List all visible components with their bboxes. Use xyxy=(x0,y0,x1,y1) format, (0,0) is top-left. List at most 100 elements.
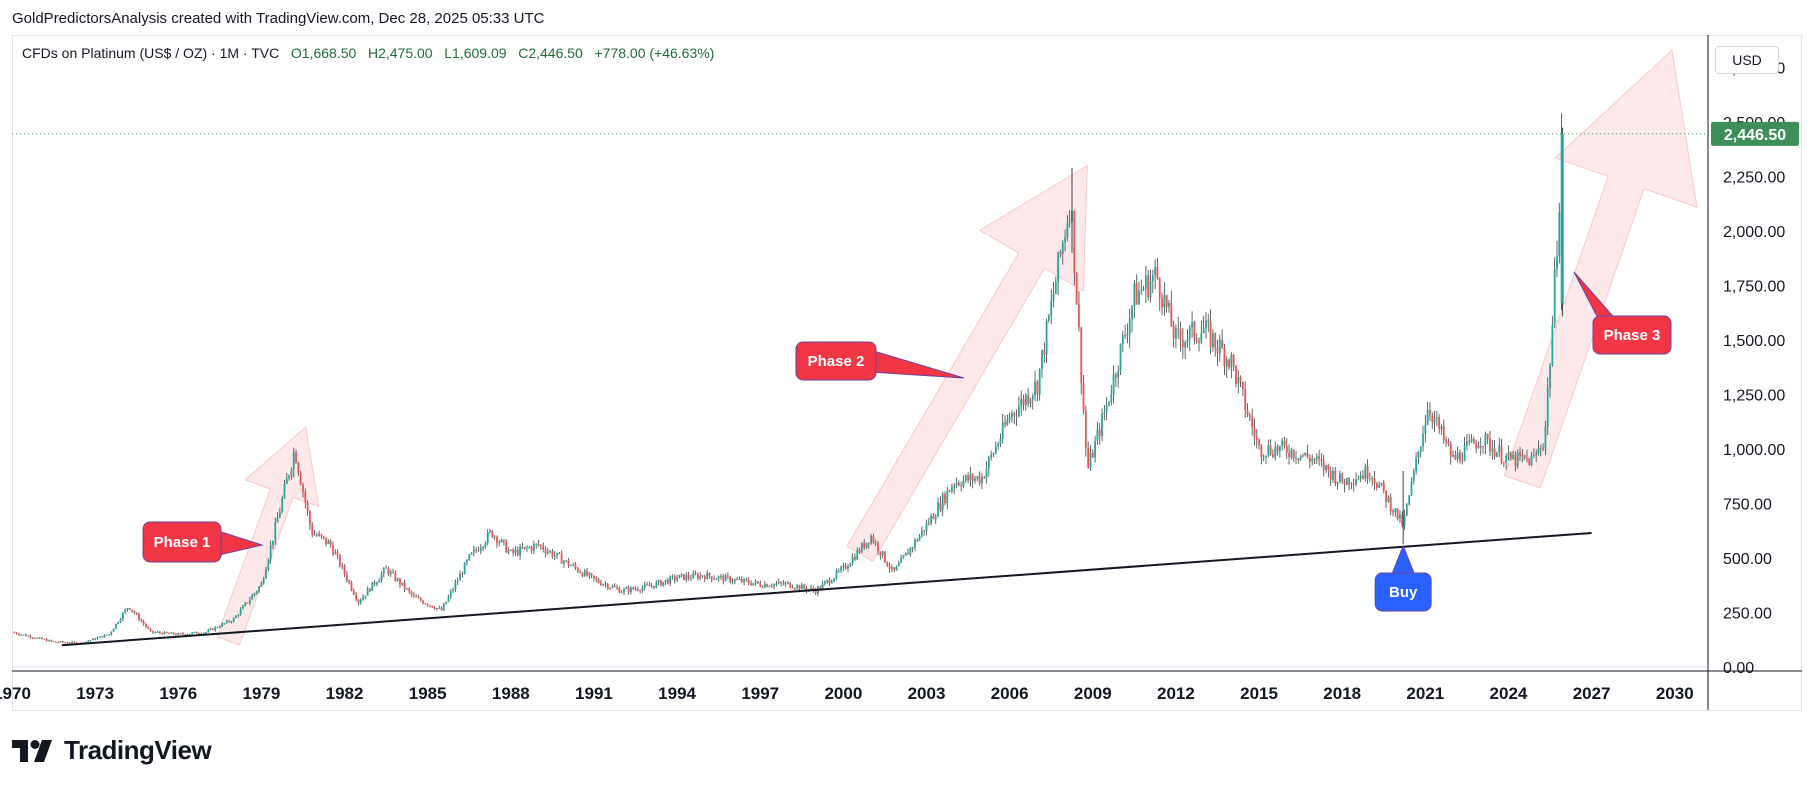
candle-body xyxy=(140,619,143,622)
y-tick-label: 0.00 xyxy=(1723,660,1754,677)
candle-body xyxy=(823,581,826,584)
x-tick-label: 1997 xyxy=(741,684,779,703)
candle-body xyxy=(1318,456,1321,460)
candle-body xyxy=(1202,328,1205,334)
candle-body xyxy=(403,582,406,589)
candle-body xyxy=(509,549,512,551)
candle-body xyxy=(539,544,542,546)
candle-body xyxy=(669,576,672,584)
candle-body xyxy=(563,561,565,564)
candle-body xyxy=(486,532,489,543)
candle-body xyxy=(944,494,946,504)
candle-body xyxy=(272,540,274,546)
candle-body xyxy=(599,582,602,586)
candle-body xyxy=(1272,454,1274,458)
candle-body xyxy=(309,511,311,526)
candle-body xyxy=(1359,475,1362,479)
candle-body xyxy=(378,580,381,583)
candle-body xyxy=(260,583,263,587)
candle-body xyxy=(1131,306,1133,320)
candle-body xyxy=(151,630,154,633)
candle-body xyxy=(777,582,780,584)
candle-body xyxy=(161,633,164,635)
candle-body xyxy=(459,573,461,581)
candle-body xyxy=(890,567,893,569)
candle-body xyxy=(165,631,168,633)
candle-body xyxy=(1163,294,1166,308)
candle-body xyxy=(1484,433,1487,447)
candle-body xyxy=(579,571,582,573)
candle-body xyxy=(198,633,200,635)
phase-3-callout-text: Phase 3 xyxy=(1604,327,1661,344)
candle-body xyxy=(1017,406,1020,417)
candle-body xyxy=(1059,252,1062,254)
currency-selector[interactable]: USD xyxy=(1715,46,1779,74)
candle-body xyxy=(1389,497,1392,512)
candle-body xyxy=(251,595,254,600)
candle-body xyxy=(1283,440,1286,446)
phase-2-callout[interactable]: Phase 2 xyxy=(795,341,965,381)
candle-body xyxy=(472,549,475,553)
candle-body xyxy=(1045,320,1048,355)
candle-body xyxy=(1505,456,1508,463)
candle-body xyxy=(1089,452,1092,468)
candle-body xyxy=(660,580,662,586)
candle-body xyxy=(419,597,422,601)
candle-body xyxy=(267,559,270,570)
candle-body xyxy=(900,558,903,564)
candle-body xyxy=(103,634,106,638)
candle-body xyxy=(50,640,53,642)
candle-body xyxy=(1422,434,1424,447)
candle-body xyxy=(380,573,383,581)
buy-callout[interactable]: Buy xyxy=(1374,544,1432,612)
candle-body xyxy=(1281,440,1284,447)
candle-body xyxy=(1149,281,1152,298)
phase-arrows xyxy=(216,49,1698,646)
phase-3-callout[interactable]: Phase 3 xyxy=(1573,271,1672,355)
candle-body xyxy=(248,599,251,603)
candle-body xyxy=(348,580,351,583)
phase-1-callout[interactable]: Phase 1 xyxy=(142,521,264,563)
candle-body xyxy=(1371,478,1374,480)
candle-body xyxy=(630,587,632,593)
candle-body xyxy=(48,640,50,642)
candle-body xyxy=(1315,456,1318,460)
candle-body xyxy=(87,640,90,642)
candle-body xyxy=(232,618,235,622)
candle-body xyxy=(352,590,355,595)
chart-axes: 0.00 250.00 500.00 750.00 1,000.00 1,250.00 1,… xyxy=(0,35,1802,710)
candle-body xyxy=(821,583,824,589)
candle-body xyxy=(479,548,482,552)
candle-body xyxy=(565,560,568,562)
candle-body xyxy=(468,554,471,561)
candle-body xyxy=(526,546,528,548)
candle-body xyxy=(581,572,584,577)
candle-body xyxy=(357,599,360,603)
candle-body xyxy=(981,477,983,484)
candle-body xyxy=(798,585,801,590)
candle-body xyxy=(1530,455,1533,466)
candle-body xyxy=(1258,439,1260,446)
legend-low: L1,609.09 xyxy=(444,45,507,61)
candle-body xyxy=(325,537,327,545)
candle-body xyxy=(1387,497,1390,502)
candle-body xyxy=(796,585,799,589)
candle-body xyxy=(295,452,297,463)
candle-body xyxy=(1556,255,1558,269)
candle-body xyxy=(616,587,618,589)
candle-body xyxy=(1475,443,1478,449)
candle-body xyxy=(119,619,122,623)
last-price-badge xyxy=(1711,121,1799,146)
tradingview-logo[interactable]: TradingView xyxy=(12,735,212,766)
candle-body xyxy=(738,579,741,581)
candle-body xyxy=(24,634,27,637)
candle-body xyxy=(1304,452,1307,456)
y-tick-label: 2,250.00 xyxy=(1723,170,1785,187)
candle-body xyxy=(701,575,704,577)
candle-body xyxy=(544,549,547,554)
candle-body xyxy=(336,552,339,556)
candle-body xyxy=(463,562,466,575)
candle-body xyxy=(255,591,258,594)
buy-callout-box xyxy=(1374,572,1432,612)
